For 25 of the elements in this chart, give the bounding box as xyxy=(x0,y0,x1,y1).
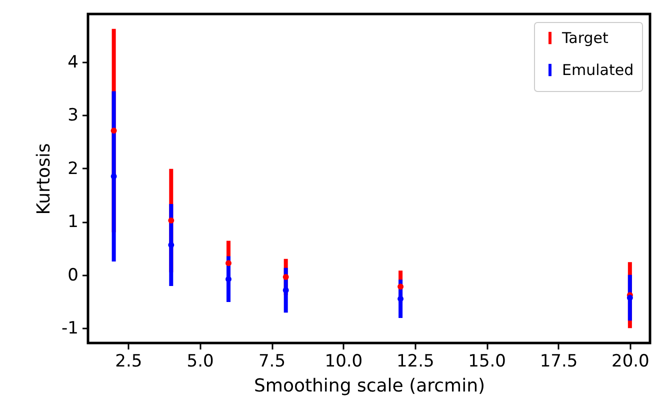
point xyxy=(398,284,404,290)
x-tick-label: 17.5 xyxy=(540,352,578,372)
x-tick-label: 7.5 xyxy=(258,352,286,372)
legend-label: Emulated xyxy=(562,61,634,79)
y-tick-label: 4 xyxy=(68,52,78,72)
legend-label: Target xyxy=(561,29,609,47)
x-tick-label: 12.5 xyxy=(396,352,434,372)
y-tick-label: 0 xyxy=(68,265,78,286)
point xyxy=(168,218,174,224)
point xyxy=(626,294,633,301)
y-tick-label: 3 xyxy=(68,106,78,126)
point xyxy=(282,274,289,280)
x-tick-label: 5.0 xyxy=(186,352,214,372)
x-tick-label: 10.0 xyxy=(324,352,363,372)
y-axis-title: Kurtosis xyxy=(34,143,55,215)
x-axis-title: Smoothing scale (arcmin) xyxy=(254,376,486,396)
point xyxy=(226,260,232,266)
point xyxy=(282,287,289,294)
y-tick-label: -1 xyxy=(62,318,78,339)
y-tick-label: 1 xyxy=(68,212,78,232)
y-tick-label: 2 xyxy=(68,158,78,179)
x-tick-label: 2.5 xyxy=(115,352,142,372)
x-tick-label: 15.0 xyxy=(468,352,506,372)
x-tick-label: 20.0 xyxy=(612,352,650,372)
point xyxy=(110,128,117,134)
